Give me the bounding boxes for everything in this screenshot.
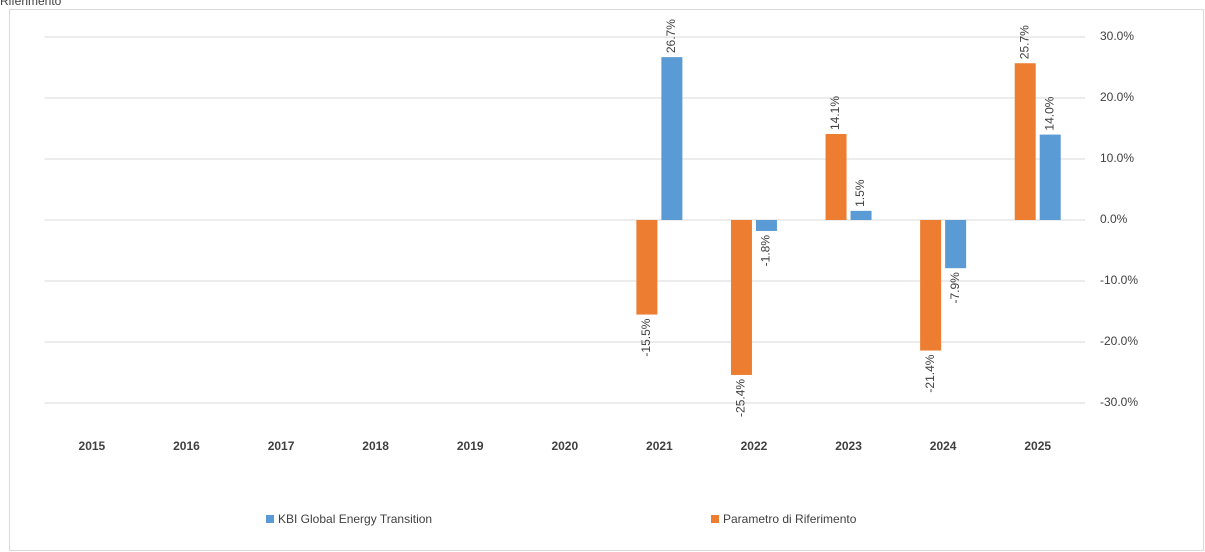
chart-frame — [9, 9, 1204, 551]
y-tick-label: 30.0% — [1100, 29, 1134, 43]
data-label: -15.5% — [639, 318, 653, 356]
data-label: 14.1% — [828, 96, 842, 130]
legend-swatch — [266, 515, 274, 523]
x-tick-label: 2020 — [551, 439, 578, 453]
x-tick-label: 2018 — [362, 439, 389, 453]
y-tick-label: 20.0% — [1100, 90, 1134, 104]
chart-title: Riferimento — [0, 0, 62, 8]
bar — [825, 133, 847, 220]
x-tick-label: 2017 — [268, 439, 295, 453]
x-tick-label: 2022 — [741, 439, 768, 453]
data-label: 26.7% — [664, 19, 678, 53]
legend-label: KBI Global Energy Transition — [278, 512, 432, 526]
bar — [920, 220, 942, 351]
bar — [1039, 134, 1061, 220]
x-tick-label: 2021 — [646, 439, 673, 453]
x-tick-label: 2025 — [1024, 439, 1051, 453]
y-tick-label: 10.0% — [1100, 151, 1134, 165]
x-tick-label: 2019 — [457, 439, 484, 453]
data-label: 14.0% — [1042, 96, 1056, 130]
bar — [1014, 63, 1036, 221]
x-tick-label: 2023 — [835, 439, 862, 453]
y-tick-label: -30.0% — [1100, 395, 1138, 409]
x-tick-label: 2015 — [79, 439, 106, 453]
data-label: -21.4% — [923, 354, 937, 392]
y-tick-label: -10.0% — [1100, 273, 1138, 287]
legend-label: Parametro di Riferimento — [723, 512, 857, 526]
data-label: -7.9% — [948, 272, 962, 304]
bar — [636, 220, 658, 315]
bar — [945, 220, 967, 269]
legend-swatch — [711, 515, 719, 523]
data-label: 1.5% — [853, 179, 867, 207]
data-label: -1.8% — [759, 235, 773, 267]
y-tick-label: -20.0% — [1100, 334, 1138, 348]
data-label: -25.4% — [734, 379, 748, 417]
bar — [730, 220, 752, 375]
y-tick-label: 0.0% — [1100, 212, 1128, 226]
bar — [755, 220, 777, 231]
bar — [661, 57, 683, 220]
data-label: 25.7% — [1017, 25, 1031, 59]
x-tick-label: 2024 — [930, 439, 957, 453]
bar — [850, 210, 872, 220]
x-tick-label: 2016 — [173, 439, 200, 453]
